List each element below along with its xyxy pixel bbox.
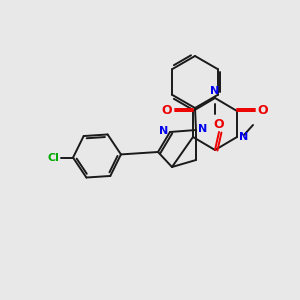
Text: N: N: [210, 86, 220, 96]
Text: N: N: [159, 126, 168, 136]
Text: O: O: [162, 104, 172, 118]
Text: Cl: Cl: [47, 153, 59, 163]
Text: O: O: [214, 118, 224, 131]
Text: O: O: [258, 104, 268, 118]
Text: N: N: [198, 124, 207, 134]
Text: N: N: [239, 132, 248, 142]
